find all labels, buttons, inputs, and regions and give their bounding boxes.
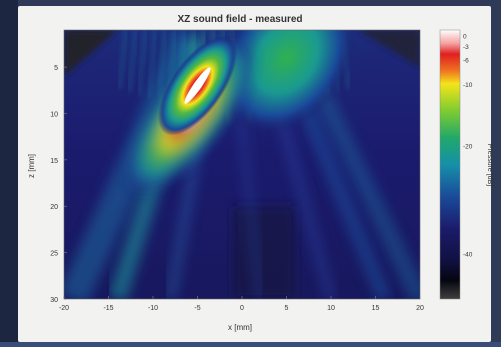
y-tick-label: 30 [50, 297, 58, 304]
colorbar-tick-label: 0 [463, 33, 467, 40]
colorbar-tick-label: -40 [463, 251, 473, 258]
x-tick-label: 20 [416, 305, 424, 312]
x-tick-label: 10 [327, 305, 335, 312]
x-axis-label: x [mm] [228, 323, 252, 332]
near-field-fringe [127, 30, 138, 93]
heatmap-plot-area [64, 30, 420, 299]
y-tick-label: 20 [50, 204, 58, 211]
y-tick-label: 10 [50, 111, 58, 118]
colorbar-tick-label: -6 [463, 58, 469, 65]
colorbar [439, 29, 461, 300]
secondary-lobe [216, 30, 357, 135]
near-field-fringe [118, 30, 128, 90]
x-tick-label: -15 [103, 305, 113, 312]
colorbar-tick-label: -20 [463, 144, 473, 151]
near-field-fringe [137, 30, 147, 96]
x-tick-label: 5 [285, 305, 289, 312]
plot-border [63, 29, 421, 300]
near-field-fringe [147, 30, 157, 99]
chart-title: XZ sound field - measured [177, 14, 302, 25]
near-field-fringe [157, 30, 167, 102]
x-tick-label: -10 [148, 305, 158, 312]
y-axis-label: z [mm] [27, 154, 36, 178]
main-lobe-core [184, 67, 211, 104]
colorbar-tick-label: -10 [463, 82, 473, 89]
y-tick-label: 5 [54, 65, 58, 72]
low-level-corner-left [64, 30, 118, 77]
y-tick-label: 15 [50, 158, 58, 165]
window-edge-strip [0, 0, 18, 347]
low-level-corner-right [357, 30, 420, 68]
x-tick-label: -5 [194, 305, 200, 312]
colorbar-ticks: 0 -3 -6 -10 -20 -40 [463, 33, 473, 258]
colorbar-label: Pressure [dB] [486, 144, 493, 186]
low-level-zone [233, 206, 296, 299]
x-tick-label: -20 [59, 305, 69, 312]
y-axis-ticks: 5 10 15 20 25 30 [50, 65, 67, 304]
window-bottom-strip [0, 342, 501, 347]
y-tick-label: 25 [50, 251, 58, 258]
colorbar-tick-label: -3 [463, 44, 469, 51]
x-tick-label: 0 [240, 305, 244, 312]
x-tick-label: 15 [372, 305, 380, 312]
